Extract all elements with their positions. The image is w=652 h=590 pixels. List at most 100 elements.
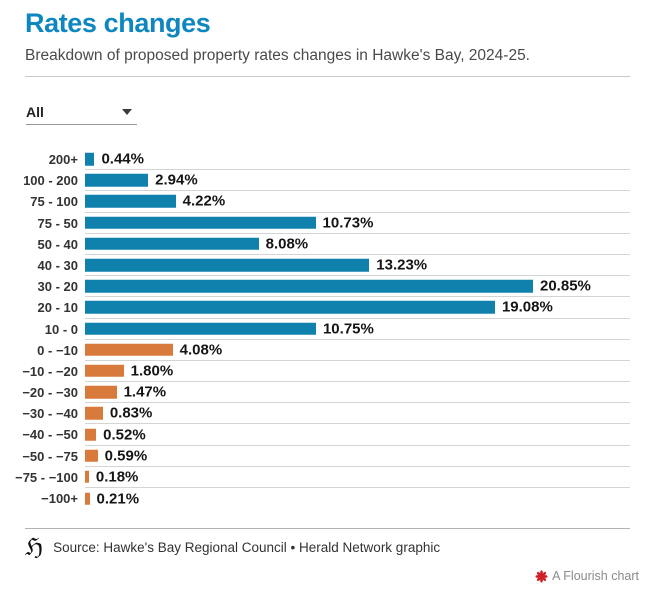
category-label: −75 - −100 <box>15 469 78 485</box>
herald-h-logo-icon: ℌ <box>25 533 44 561</box>
footer: ℌ Source: Hawke's Bay Regional Council •… <box>25 535 440 559</box>
category-label: 75 - 100 <box>30 194 78 210</box>
value-label: 4.08% <box>179 341 223 359</box>
chart-row: 20 - 10 19.08% <box>0 297 652 319</box>
flourish-credit-link[interactable]: A Flourish chart <box>535 569 639 583</box>
bar[interactable] <box>85 279 533 293</box>
chart-row: 10 - 0 10.75% <box>0 319 652 340</box>
flourish-icon <box>535 569 548 583</box>
value-label: 0.52% <box>103 426 146 444</box>
bar-track: 2.94% <box>85 170 630 192</box>
bar-track: 4.22% <box>85 191 630 213</box>
bar[interactable] <box>85 343 173 357</box>
value-label: 0.44% <box>101 150 144 168</box>
bar[interactable] <box>85 152 95 166</box>
category-label: −40 - −50 <box>22 427 78 443</box>
bar[interactable] <box>85 364 124 378</box>
category-label: 40 - 30 <box>37 257 78 273</box>
category-label: −100+ <box>41 491 78 506</box>
chart-row: 75 - 50 10.73% <box>0 213 652 234</box>
chart-row: −30 - −40 0.83% <box>0 403 652 425</box>
category-label: 50 - 40 <box>37 236 78 252</box>
bar-track: 13.23% <box>85 255 630 277</box>
category-label: −20 - −30 <box>22 385 78 401</box>
value-label: 2.94% <box>155 171 198 189</box>
value-label: 20.85% <box>540 277 591 295</box>
bar-track: 10.75% <box>85 319 630 340</box>
value-label: 4.22% <box>182 192 226 210</box>
chart: 200+ 0.44% 100 - 200 2.94% 75 - 100 4.22% 75 -… <box>0 149 652 509</box>
value-label: 1.80% <box>130 362 174 380</box>
chart-row: 100 - 200 2.94% <box>0 170 652 192</box>
value-label: 10.73% <box>322 214 374 232</box>
value-label: 0.83% <box>109 404 153 422</box>
page-subtitle: Breakdown of proposed property rates cha… <box>25 47 530 64</box>
category-label: −50 - −75 <box>22 448 78 464</box>
bar[interactable] <box>85 385 117 399</box>
bar-track: 0.83% <box>85 403 630 425</box>
category-label: 200+ <box>48 152 78 167</box>
value-label: 0.21% <box>96 490 140 508</box>
bar-track: 0.21% <box>85 488 630 509</box>
chart-row: −75 - −100 0.18% <box>0 467 652 488</box>
bar[interactable] <box>85 449 98 462</box>
flourish-credit-label: A Flourish chart <box>552 569 639 583</box>
chart-row: 50 - 40 8.08% <box>0 234 652 255</box>
category-label: 30 - 20 <box>37 279 78 295</box>
bar-track: 0.59% <box>85 446 630 467</box>
page-title: Rates changes <box>25 8 211 38</box>
bar[interactable] <box>85 428 97 441</box>
bar[interactable] <box>85 237 259 251</box>
bar[interactable] <box>85 470 89 484</box>
chart-row: 75 - 100 4.22% <box>0 191 652 213</box>
chart-row: 40 - 30 13.23% <box>0 255 652 277</box>
bar[interactable] <box>85 195 176 208</box>
value-label: 10.75% <box>322 320 374 338</box>
bar-track: 0.18% <box>85 467 630 488</box>
bar[interactable] <box>85 407 103 420</box>
chart-row: 0 - −10 4.08% <box>0 340 652 361</box>
filter-dropdown[interactable]: All <box>26 99 137 125</box>
header-divider <box>25 76 630 77</box>
chart-row: −40 - −50 0.52% <box>0 424 652 446</box>
category-label: 10 - 0 <box>44 321 78 337</box>
value-label: 19.08% <box>501 298 553 316</box>
bar-track: 1.47% <box>85 382 630 404</box>
footer-divider <box>25 528 630 529</box>
value-label: 1.47% <box>123 383 167 401</box>
chart-row: −100+ 0.21% <box>0 488 652 509</box>
value-label: 13.23% <box>376 256 428 274</box>
chart-row: −50 - −75 0.59% <box>0 446 652 467</box>
category-label: 100 - 200 <box>23 173 78 189</box>
category-label: −10 - −20 <box>22 363 78 379</box>
filter-selected-value: All <box>26 103 44 120</box>
bar-track: 10.73% <box>85 213 630 234</box>
value-label: 0.59% <box>104 447 148 465</box>
chart-row: 200+ 0.44% <box>0 149 652 171</box>
bar-track: 20.85% <box>85 276 630 298</box>
bar[interactable] <box>85 174 149 187</box>
chart-row: 30 - 20 20.85% <box>0 276 652 298</box>
chart-row: −10 - −20 1.80% <box>0 361 652 383</box>
chevron-down-icon <box>122 108 132 115</box>
bar[interactable] <box>85 258 370 272</box>
chart-row: −20 - −30 1.47% <box>0 382 652 404</box>
category-label: 0 - −10 <box>37 342 78 358</box>
value-label: 8.08% <box>265 235 309 253</box>
bar[interactable] <box>85 492 90 505</box>
value-label: 0.18% <box>95 468 139 486</box>
bar-track: 1.80% <box>85 361 630 383</box>
bar[interactable] <box>85 322 316 335</box>
bar-track: 0.44% <box>85 149 630 171</box>
category-label: 20 - 10 <box>37 300 78 316</box>
bar[interactable] <box>85 216 316 229</box>
bar-track: 8.08% <box>85 234 630 255</box>
bar[interactable] <box>85 301 495 314</box>
bar-track: 4.08% <box>85 340 630 361</box>
category-label: −30 - −40 <box>22 406 78 422</box>
bar-track: 19.08% <box>85 297 630 319</box>
source-credit: Source: Hawke's Bay Regional Council • H… <box>53 539 441 555</box>
category-label: 75 - 50 <box>37 215 78 231</box>
bar-track: 0.52% <box>85 424 630 446</box>
